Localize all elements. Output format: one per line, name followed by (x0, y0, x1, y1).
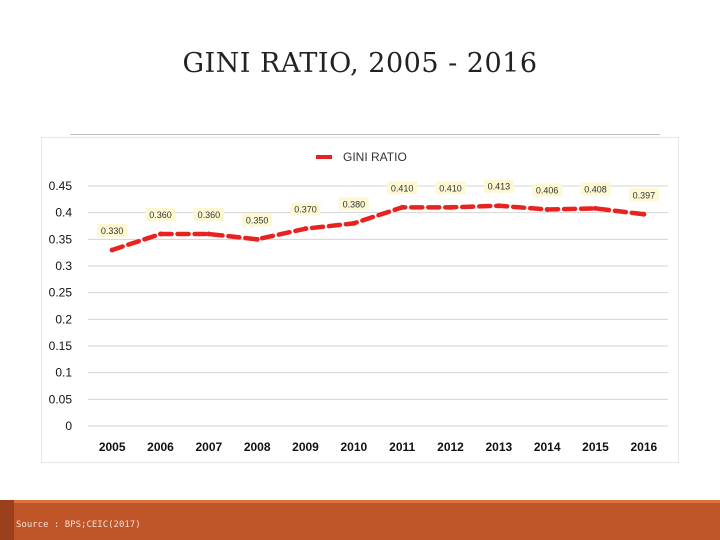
y-tick-label: 0.25 (49, 286, 73, 300)
data-point (206, 231, 212, 237)
data-label-bg (242, 213, 273, 227)
data-point (351, 220, 357, 226)
gini-chart: 0 0.05 0.1 0.15 0.2 0.25 0.3 0.35 0.4 0.45 2005 200… (41, 137, 679, 463)
y-tick-label: 0.35 (49, 232, 73, 246)
data-point (544, 206, 550, 212)
data-label: 0.410 (439, 183, 462, 193)
data-label: 0.350 (246, 215, 269, 225)
data-label-bg (580, 182, 611, 196)
data-label-bg (290, 202, 321, 216)
data-point (158, 231, 163, 237)
data-label: 0.408 (584, 184, 607, 194)
data-point (254, 236, 260, 242)
data-point (641, 211, 647, 217)
data-point (448, 204, 453, 210)
y-tick-label: 0.4 (55, 206, 72, 220)
x-tick-label: 2015 (582, 440, 609, 454)
data-point (593, 205, 598, 211)
x-tick-label: 2008 (244, 440, 271, 454)
source-note: Source : BPS;CEIC(2017) (16, 520, 141, 530)
data-point (303, 226, 308, 232)
data-label: 0.413 (488, 182, 511, 192)
footer-band-edge (0, 500, 720, 503)
data-label: 0.380 (343, 199, 366, 209)
x-tick-label: 2014 (534, 440, 561, 454)
footer-band-tab (0, 500, 14, 540)
footer-band (0, 500, 720, 540)
y-tick-label: 0.1 (55, 366, 72, 380)
legend-label: GINI RATIO (343, 150, 407, 164)
data-point (496, 203, 502, 209)
data-label-bg (628, 188, 659, 202)
data-point (399, 204, 405, 210)
data-label: 0.330 (101, 226, 124, 236)
data-label-bg (338, 197, 369, 211)
x-tick-label: 2016 (630, 440, 657, 454)
data-label: 0.397 (633, 190, 656, 200)
data-label-bg (97, 224, 128, 237)
x-tick-label: 2011 (389, 440, 415, 454)
y-tick-label: 0.15 (49, 339, 73, 353)
x-tick-label: 2010 (340, 440, 367, 454)
data-label-bg (193, 208, 224, 221)
y-tick-label: 0.3 (55, 259, 72, 273)
data-label-bg (387, 181, 418, 195)
y-tick-label: 0.2 (55, 312, 72, 326)
slide-title: GINI RATIO, 2005 - 2016 (182, 48, 538, 79)
x-tick-label: 2006 (147, 440, 174, 454)
y-tick-label: 0.05 (49, 392, 73, 406)
data-label-bg (532, 183, 563, 197)
x-tick-label: 2012 (437, 440, 464, 454)
data-label-bg (435, 181, 466, 195)
x-tick-label: 2009 (292, 440, 319, 454)
data-label: 0.410 (391, 183, 414, 193)
x-tick-label: 2007 (195, 440, 222, 454)
title-divider (70, 134, 660, 135)
data-label: 0.360 (149, 210, 172, 220)
x-tick-label: 2005 (99, 440, 126, 454)
data-point (109, 247, 115, 253)
data-label-bg (483, 179, 514, 193)
y-tick-label: 0 (65, 419, 72, 433)
data-label-bg (145, 208, 176, 221)
chart-canvas: 0 0.05 0.1 0.15 0.2 0.25 0.3 0.35 0.4 0.45 2005 200… (49, 150, 668, 454)
series-line-gini-ratio (109, 203, 647, 253)
y-tick-label: 0.45 (49, 179, 73, 193)
x-tick-label: 2013 (485, 440, 512, 454)
data-label: 0.360 (198, 210, 221, 220)
data-label: 0.406 (536, 185, 559, 195)
data-label: 0.370 (294, 205, 317, 215)
